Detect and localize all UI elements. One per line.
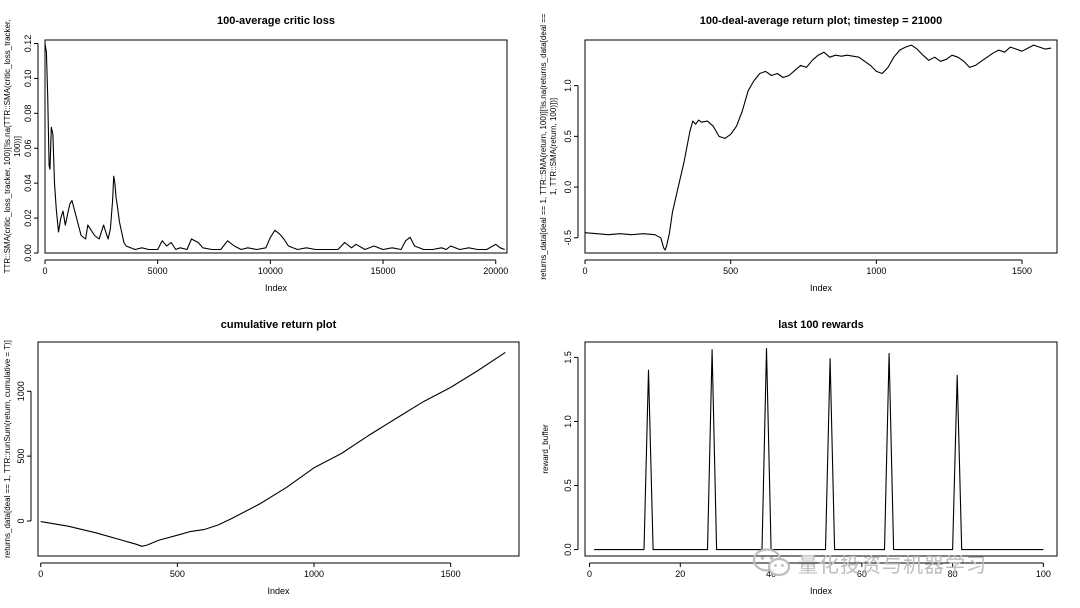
y-axis-label: 1, TTR::SMA(return, 100)])] [549, 98, 558, 195]
critic-loss-panel: 100-average critic loss 0 5000 10000 15000 20… [3, 15, 508, 293]
watermark-text: 量化投资与机器学习 [798, 552, 987, 577]
chart-title: 100-deal-average return plot; timestep =… [700, 15, 942, 27]
x-axis-label: Index [810, 586, 833, 596]
x-tick-label: 5000 [148, 266, 168, 276]
y-tick-label: 0.0 [563, 543, 573, 556]
x-tick-label: 0 [38, 569, 43, 579]
x-tick-label: 15000 [371, 266, 396, 276]
plot-frame [584, 39, 1058, 254]
y-tick-label: 1.5 [563, 351, 573, 364]
watermark: 量化投资与机器学习 [752, 546, 987, 580]
y-axis-label: returns_data[deal == 1, TTR::SMA(return,… [539, 13, 548, 280]
x-tick-label: 10000 [258, 266, 283, 276]
x-tick-label: 100 [1036, 569, 1051, 579]
y-axis-label: returns_data[deal == 1, TTR::runSum(retu… [3, 340, 12, 558]
y-tick-label: 0 [16, 518, 26, 523]
x-tick-label: 500 [170, 569, 185, 579]
x-tick-label: 1500 [1012, 266, 1032, 276]
y-tick-label: -0.5 [563, 230, 573, 246]
y-tick-label: 0.00 [23, 244, 33, 262]
last-rewards-panel: last 100 rewards 0 20 40 60 80 100 Index 0.0 0.5 1… [541, 319, 1058, 596]
y-tick-label: 0.02 [23, 209, 33, 227]
chart-title: 100-average critic loss [217, 15, 335, 27]
chart-title: last 100 rewards [778, 319, 864, 331]
x-tick-label: 0 [582, 266, 587, 276]
y-tick-label: 0.12 [23, 35, 33, 53]
series-line [594, 347, 1044, 551]
plot-frame [44, 39, 508, 254]
y-tick-label: 0.0 [563, 181, 573, 194]
x-tick-label: 1500 [441, 569, 461, 579]
cumulative-return-panel: cumulative return plot 0 500 1000 1500 Index 0… [3, 319, 520, 596]
y-tick-label: 0.5 [563, 130, 573, 143]
wechat-icon [752, 548, 791, 577]
series-line [40, 351, 506, 547]
x-tick-label: 1000 [866, 266, 886, 276]
series-line [584, 44, 1052, 251]
y-tick-label: 1.0 [563, 79, 573, 92]
x-tick-label: 60 [857, 569, 867, 579]
y-tick-label: 1000 [16, 381, 26, 401]
y-tick-label: 1.0 [563, 415, 573, 428]
x-tick-label: 500 [723, 266, 738, 276]
y-axis-label: 100))] [13, 136, 22, 157]
x-tick-label: 1000 [304, 569, 324, 579]
plot-frame [584, 341, 1058, 557]
y-tick-label: 500 [16, 449, 26, 464]
x-tick-label: 20000 [483, 266, 508, 276]
y-axis-label: reward_buffer [541, 424, 550, 474]
plot-frame [37, 341, 520, 557]
deal-average-return-panel: 100-deal-average return plot; timestep =… [539, 13, 1058, 293]
y-tick-label: 0.04 [23, 174, 33, 192]
y-tick-label: 0.10 [23, 70, 33, 88]
y-tick-label: 0.06 [23, 139, 33, 157]
x-tick-label: 0 [42, 266, 47, 276]
x-tick-label: 0 [587, 569, 592, 579]
x-axis-label: Index [810, 283, 833, 293]
x-tick-label: 80 [948, 569, 958, 579]
x-axis-label: Index [267, 586, 290, 596]
y-tick-label: 0.5 [563, 479, 573, 492]
x-axis-label: Index [265, 283, 288, 293]
chart-title: cumulative return plot [221, 319, 337, 331]
x-tick-label: 20 [675, 569, 685, 579]
x-tick-label: 40 [766, 569, 776, 579]
y-tick-label: 0.08 [23, 105, 33, 123]
series-line [44, 43, 505, 251]
y-axis-label: TTR::SMA(critic_loss_tracker, 100)[!is.n… [3, 20, 12, 274]
